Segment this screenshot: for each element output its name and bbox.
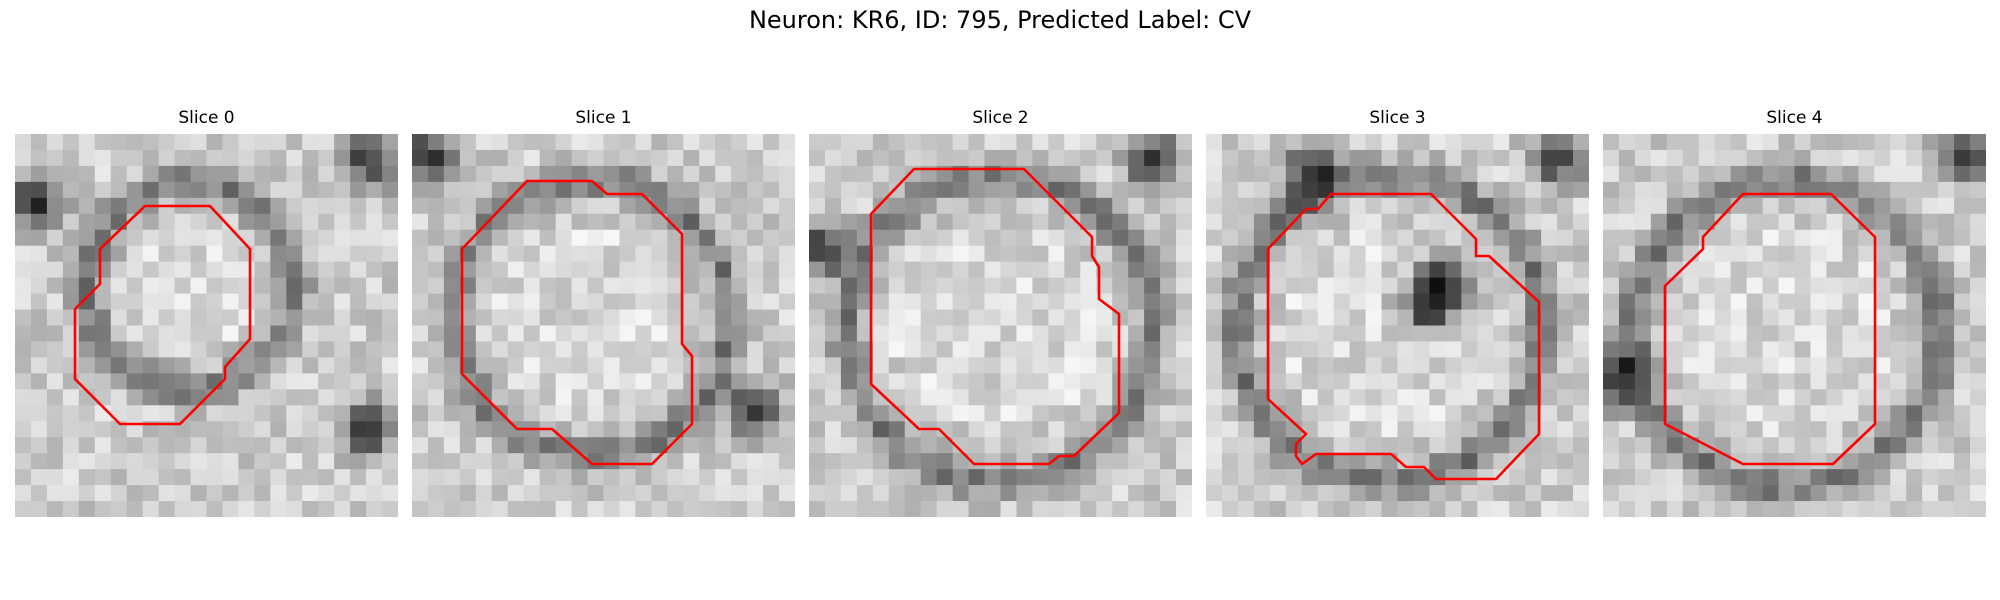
contour-outline-2 [869, 167, 1121, 466]
contour-outline-1 [460, 179, 694, 466]
figure-title: Neuron: KR6, ID: 795, Predicted Label: C… [748, 6, 1252, 34]
microscopy-pixels-4 [1603, 134, 1986, 517]
slice-title-1: Slice 1 [575, 108, 632, 128]
slice-image-1 [412, 134, 795, 517]
slice-title-0: Slice 0 [178, 108, 235, 128]
slice-image-4 [1603, 134, 1986, 517]
slice-panel-1: Slice 1 [412, 0, 795, 600]
slice-panel-4: Slice 4 [1603, 0, 1986, 600]
slice-title-3: Slice 3 [1369, 108, 1426, 128]
microscopy-pixels-3 [1206, 134, 1589, 517]
slice-title-2: Slice 2 [972, 108, 1029, 128]
microscopy-pixels-0 [15, 134, 398, 517]
contour-outline-4 [1663, 192, 1877, 466]
microscopy-pixels-2 [809, 134, 1192, 517]
slice-panel-2: Slice 2 [809, 0, 1192, 600]
slice-title-4: Slice 4 [1766, 108, 1823, 128]
slice-panel-0: Slice 0 [15, 0, 398, 600]
slice-image-2 [809, 134, 1192, 517]
contour-outline-3 [1266, 192, 1541, 481]
slice-panel-3: Slice 3 [1206, 0, 1589, 600]
slice-image-3 [1206, 134, 1589, 517]
slice-image-0 [15, 134, 398, 517]
contour-outline-0 [73, 204, 252, 426]
microscopy-pixels-1 [412, 134, 795, 517]
